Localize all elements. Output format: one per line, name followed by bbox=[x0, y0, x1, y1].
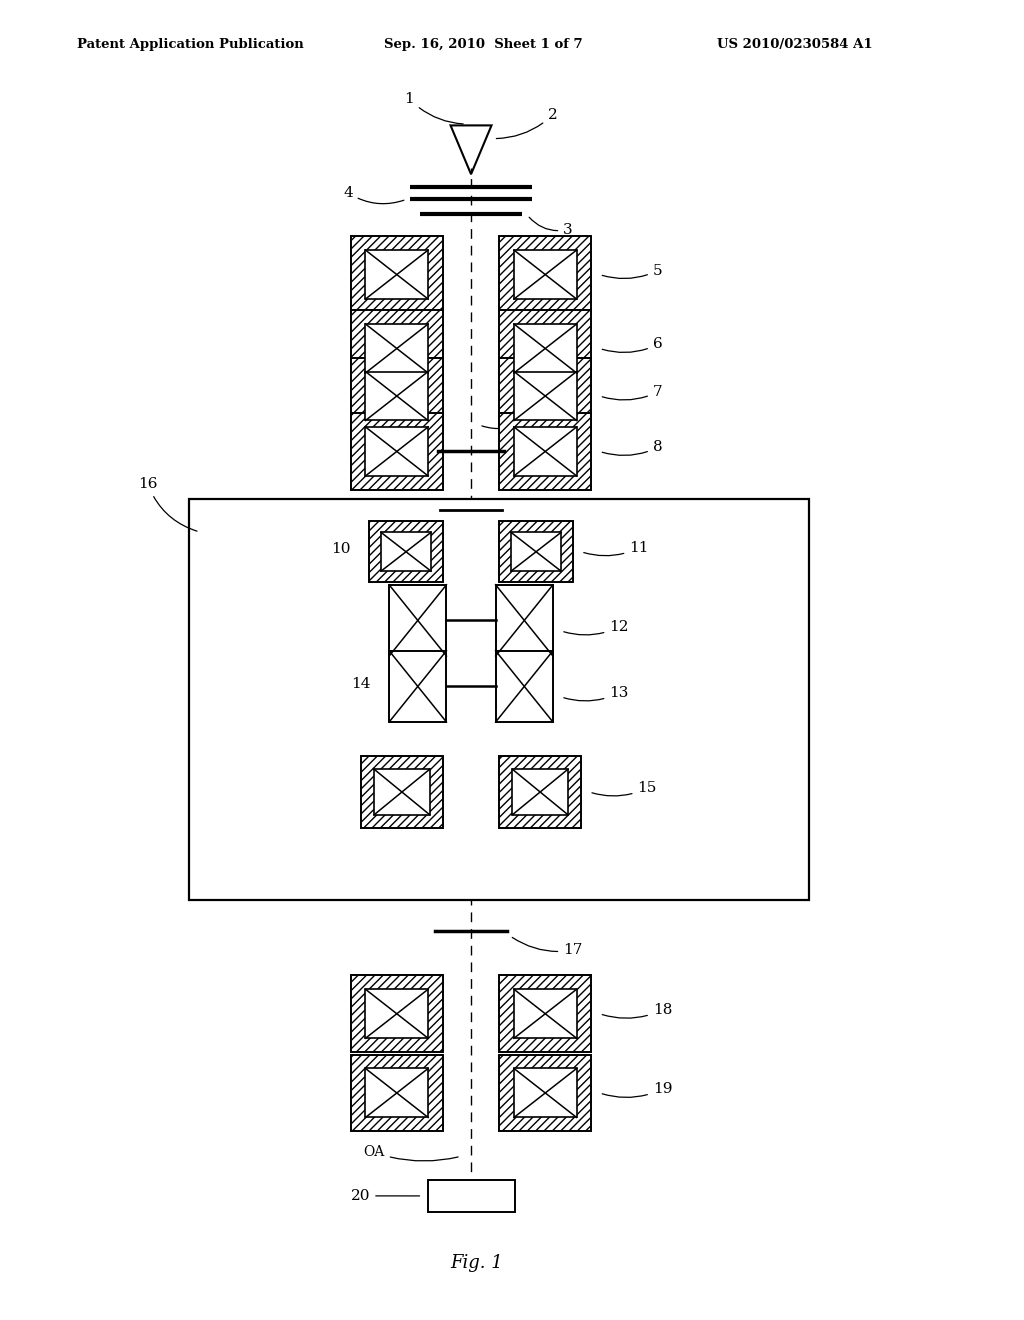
Text: 7: 7 bbox=[602, 385, 663, 400]
Bar bbox=[366, 426, 428, 477]
Bar bbox=[428, 1180, 515, 1212]
Bar bbox=[366, 989, 428, 1039]
Bar bbox=[389, 585, 446, 656]
Bar bbox=[500, 310, 592, 387]
Bar bbox=[500, 975, 592, 1052]
Text: OA: OA bbox=[364, 1146, 458, 1162]
Bar bbox=[350, 358, 442, 434]
Bar bbox=[514, 323, 577, 374]
Bar bbox=[389, 651, 446, 722]
Bar bbox=[350, 236, 442, 313]
Text: 13: 13 bbox=[564, 686, 629, 701]
Text: 4: 4 bbox=[343, 186, 403, 203]
Text: 10: 10 bbox=[331, 543, 350, 556]
Bar bbox=[360, 756, 442, 828]
Bar bbox=[369, 521, 442, 582]
Bar bbox=[514, 1068, 577, 1118]
Text: Sep. 16, 2010  Sheet 1 of 7: Sep. 16, 2010 Sheet 1 of 7 bbox=[384, 38, 583, 51]
Bar bbox=[350, 1055, 442, 1131]
Text: 5: 5 bbox=[602, 264, 663, 279]
Bar bbox=[500, 358, 592, 434]
Bar bbox=[496, 651, 553, 722]
Text: Fig. 1: Fig. 1 bbox=[450, 1254, 503, 1272]
Bar bbox=[514, 989, 577, 1039]
Text: 1: 1 bbox=[404, 92, 463, 124]
Bar bbox=[350, 975, 442, 1052]
Text: 14: 14 bbox=[351, 677, 371, 690]
Bar bbox=[514, 426, 577, 477]
Bar bbox=[350, 310, 442, 387]
Bar bbox=[350, 413, 442, 490]
Text: 6: 6 bbox=[602, 338, 663, 352]
Text: 15: 15 bbox=[592, 781, 656, 796]
Text: 9: 9 bbox=[482, 408, 538, 429]
Text: 11: 11 bbox=[584, 541, 649, 556]
Bar bbox=[366, 249, 428, 300]
Bar bbox=[500, 756, 582, 828]
Bar bbox=[381, 532, 431, 572]
Bar bbox=[514, 249, 577, 300]
Text: 17: 17 bbox=[512, 937, 583, 957]
Bar bbox=[511, 532, 561, 572]
Bar bbox=[500, 236, 592, 313]
Text: 2: 2 bbox=[497, 108, 558, 139]
Text: 12: 12 bbox=[564, 620, 629, 635]
Bar bbox=[366, 371, 428, 421]
Bar bbox=[500, 413, 592, 490]
Text: US 2010/0230584 A1: US 2010/0230584 A1 bbox=[717, 38, 872, 51]
Bar bbox=[512, 770, 568, 814]
Text: 16: 16 bbox=[138, 478, 197, 531]
Bar bbox=[500, 521, 573, 582]
Bar bbox=[514, 371, 577, 421]
Text: 20: 20 bbox=[350, 1189, 420, 1203]
Bar bbox=[374, 770, 430, 814]
Text: 18: 18 bbox=[602, 1003, 672, 1018]
Bar bbox=[366, 1068, 428, 1118]
Text: 8: 8 bbox=[602, 441, 663, 455]
Text: 19: 19 bbox=[602, 1082, 673, 1097]
Bar bbox=[189, 499, 809, 900]
Bar bbox=[366, 323, 428, 374]
Bar bbox=[496, 585, 553, 656]
Bar bbox=[500, 1055, 592, 1131]
Text: 3: 3 bbox=[529, 218, 572, 236]
Text: Patent Application Publication: Patent Application Publication bbox=[77, 38, 303, 51]
